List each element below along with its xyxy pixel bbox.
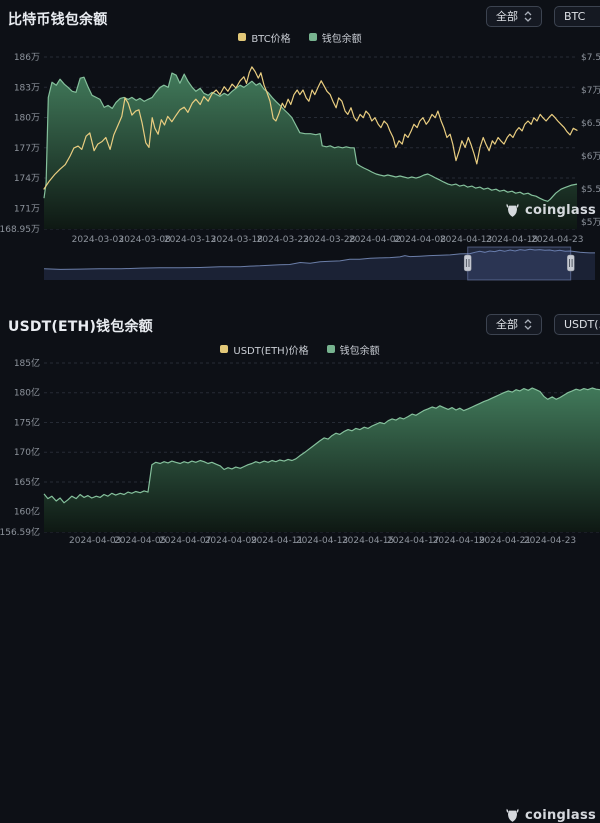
legend-item[interactable]: USDT(ETH)价格 <box>220 342 309 357</box>
btc-asset-dropdown[interactable]: BTC <box>554 6 600 27</box>
x-axis-label: 2024-04-07 <box>159 536 211 546</box>
y-axis-label: 180万 <box>14 114 40 124</box>
y-axis-label: 156.59亿 <box>0 526 40 538</box>
usdt-panel-title: USDT(ETH)钱包余额 <box>8 319 153 335</box>
coinglass-watermark-text: coinglass <box>525 203 597 218</box>
x-axis-label: 2024-04-23 <box>524 536 576 546</box>
btc-legend: BTC价格 钱包余额 <box>0 30 600 45</box>
x-axis-label: 2024-03-28 <box>303 235 356 245</box>
coinglass-bull-icon <box>506 808 519 822</box>
y-axis-label-right: $5万 <box>581 218 600 228</box>
y-axis-label-right: $6万 <box>581 152 600 162</box>
x-axis-label: 2024-04-19 <box>433 536 486 546</box>
btc-panel-title: 比特币钱包余额 <box>8 12 108 28</box>
y-axis-label: 165亿 <box>14 476 40 488</box>
usdt-legend: USDT(ETH)价格 钱包余额 <box>0 342 600 357</box>
y-axis-label: 183万 <box>14 83 40 93</box>
btc-range-dropdown[interactable]: 全部 <box>486 6 542 27</box>
usdt-asset-dropdown[interactable]: USDT(... <box>554 314 600 335</box>
usdt-asset-dropdown-label: USDT(... <box>564 318 600 331</box>
navigator-handle-left[interactable] <box>463 254 472 272</box>
x-axis-label: 2024-04-08 <box>394 235 447 245</box>
x-axis-label: 2024-04-05 <box>114 536 166 546</box>
usdt-wallet-balance-panel: USDT(ETH)钱包余额 全部 USDT(... USDT(ETH)价格 钱包余… <box>0 300 600 823</box>
btc-chart-canvas[interactable]: 186万 183万 180万 177万 174万 171万 168.95万 $7.50万 $7万… <box>0 46 600 300</box>
y-axis-label: 168.95万 <box>0 225 40 235</box>
navigator-area <box>44 249 595 280</box>
y-axis-label: 186万 <box>14 53 40 63</box>
balance-area <box>44 388 600 532</box>
legend-swatch <box>308 33 317 41</box>
balance-line <box>43 72 578 202</box>
coinglass-watermark-text: coinglass <box>525 808 597 823</box>
x-axis-label: 2024-03-23 <box>257 235 309 245</box>
x-axis-label: 2024-03-03 <box>72 235 124 245</box>
x-axis-label: 2024-04-17 <box>387 536 439 546</box>
x-axis-label: 2024-04-13 <box>296 536 348 546</box>
legend-label: 钱包余额 <box>321 33 362 45</box>
usdt-panel-controls: 全部 USDT(... <box>486 314 600 335</box>
legend-swatch <box>238 33 247 41</box>
legend-item[interactable]: BTC价格 <box>238 30 291 45</box>
x-axis-label: 2024-04-15 <box>342 536 394 546</box>
y-axis-label: 174万 <box>14 174 40 184</box>
y-axis-label-right: $7万 <box>581 86 600 96</box>
x-axis-label: 2024-04-13 <box>440 235 492 245</box>
y-axis-label: 185亿 <box>14 357 40 369</box>
btc-wallet-balance-panel: 比特币钱包余额 全部 BTC BTC价格 钱包余额 186万 183万 180万 177… <box>0 0 600 300</box>
x-axis-label: 2024-04-09 <box>205 536 258 546</box>
sort-arrows-icon <box>524 319 532 330</box>
navigator-line <box>43 248 595 270</box>
sort-arrows-icon <box>524 11 532 22</box>
y-axis-label: 177万 <box>14 144 40 154</box>
navigator-handle-right[interactable] <box>567 254 575 272</box>
btc-range-dropdown-label: 全部 <box>496 10 518 23</box>
navigator-selection[interactable] <box>467 246 572 281</box>
y-axis-label: 171万 <box>14 204 40 214</box>
y-axis-label-right: $7.50万 <box>581 53 600 63</box>
y-axis-label-right: $5.50万 <box>581 185 600 195</box>
x-axis-label: 2024-04-11 <box>251 536 303 546</box>
price-line <box>43 66 578 190</box>
x-axis-label: 2024-04-21 <box>479 536 531 546</box>
legend-label: 钱包余额 <box>339 345 380 357</box>
x-axis-label: 2024-03-13 <box>164 235 216 245</box>
usdt-range-dropdown-label: 全部 <box>496 318 518 331</box>
y-axis-label-right: $6.50万 <box>581 119 600 129</box>
coinglass-watermark: coinglass <box>505 203 596 218</box>
y-axis-label: 160亿 <box>14 506 40 518</box>
btc-asset-dropdown-label: BTC <box>564 10 586 23</box>
x-axis-label: 2024-04-23 <box>531 235 583 245</box>
legend-item[interactable]: 钱包余额 <box>308 30 362 45</box>
legend-label: USDT(ETH)价格 <box>233 345 309 357</box>
legend-item[interactable]: 钱包余额 <box>326 342 380 357</box>
x-axis-label: 2024-04-03 <box>69 536 121 546</box>
coinglass-bull-icon <box>506 203 519 217</box>
legend-swatch <box>326 345 335 353</box>
y-axis-label: 175亿 <box>14 416 40 428</box>
balance-area <box>44 73 577 229</box>
btc-panel-controls: 全部 BTC <box>486 6 600 27</box>
usdt-range-dropdown[interactable]: 全部 <box>486 314 542 335</box>
x-axis-label: 2024-03-18 <box>211 235 264 245</box>
x-axis-label: 2024-04-02 <box>349 235 401 245</box>
coinglass-watermark: coinglass <box>505 808 596 823</box>
balance-line <box>43 387 600 504</box>
y-axis-label: 180亿 <box>14 387 40 399</box>
x-axis-label: 2024-04-18 <box>486 235 539 245</box>
usdt-chart-canvas[interactable]: 185亿 180亿 175亿 170亿 165亿 160亿 156.59亿 2024-04-0… <box>0 350 600 551</box>
y-axis-label: 170亿 <box>14 446 40 458</box>
x-axis-label: 2024-03-08 <box>119 235 172 245</box>
legend-swatch <box>220 345 229 353</box>
legend-label: BTC价格 <box>251 33 291 45</box>
